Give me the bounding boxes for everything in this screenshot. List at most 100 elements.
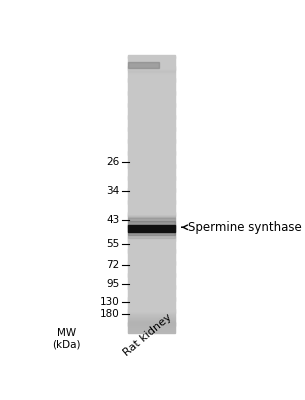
Bar [128,164,175,166]
Bar [128,281,175,282]
Bar [128,288,175,290]
Bar [128,221,175,222]
Bar [128,197,175,198]
Bar [128,63,175,64]
Bar [128,181,175,182]
Bar [128,211,175,212]
Bar [128,209,175,210]
Bar [128,296,175,298]
Bar [128,304,175,305]
Bar [128,276,175,278]
Bar [128,178,175,180]
Bar [128,236,175,237]
Bar [128,190,175,192]
Bar [128,300,175,302]
Bar [128,222,175,223]
Bar [128,137,175,138]
Text: 55: 55 [106,238,120,248]
Bar [128,156,175,157]
Bar [128,248,175,249]
Bar [128,148,175,149]
Bar [128,328,175,329]
Bar [128,238,175,239]
Bar [128,157,175,158]
Bar [128,316,175,317]
Bar [128,111,175,112]
Bar [128,310,175,312]
Bar [128,194,175,195]
Bar [128,92,175,93]
Bar [128,191,175,192]
Bar [128,330,175,331]
Bar [128,128,175,130]
Bar [128,129,175,130]
Bar [128,240,175,242]
Bar [128,250,175,251]
Bar [128,142,175,144]
Bar [128,180,175,181]
Bar [128,124,175,125]
Bar [128,93,175,94]
Bar [128,287,175,288]
Bar [128,165,175,166]
Bar [128,254,175,255]
Bar [128,243,175,244]
Bar [128,214,175,216]
Bar [128,218,175,238]
Bar [128,186,175,187]
Bar [128,57,175,58]
Bar [128,313,175,314]
Bar [128,88,175,89]
Bar [128,203,175,204]
Bar [128,228,175,230]
Bar [128,121,175,122]
Bar [128,94,175,96]
Bar [128,116,175,118]
Bar [128,176,175,177]
Bar [128,140,175,142]
Bar [128,184,175,185]
Bar [128,60,175,61]
Bar [128,104,175,106]
Bar [128,182,175,183]
Bar [128,169,175,170]
Bar [128,62,159,68]
Bar [128,230,175,231]
Bar [128,78,175,80]
Bar [128,284,175,285]
Bar [128,123,175,124]
Bar [128,153,175,154]
Bar [128,311,175,312]
Bar [128,291,175,292]
Bar [128,172,175,173]
Bar [128,109,175,110]
Bar [128,226,175,227]
Bar [128,235,175,236]
Bar [128,274,175,275]
Bar [128,315,175,316]
Bar [128,108,175,109]
Bar [128,262,175,263]
Text: 95: 95 [106,279,120,289]
Bar [128,270,175,271]
Bar [128,122,175,123]
Bar [128,259,175,260]
Bar [128,225,175,232]
Bar [128,96,175,97]
Bar [128,71,175,72]
Bar [128,314,175,315]
Bar [128,160,175,161]
Bar [128,252,175,254]
Bar [128,90,175,91]
Bar [128,202,175,204]
Bar [128,266,175,267]
Bar [128,250,175,252]
Bar [128,141,175,142]
Bar [128,267,175,268]
Bar [128,66,175,67]
Bar [128,244,175,245]
Bar [128,176,175,178]
Bar [128,195,175,196]
Bar [128,166,175,168]
Bar [128,183,175,184]
